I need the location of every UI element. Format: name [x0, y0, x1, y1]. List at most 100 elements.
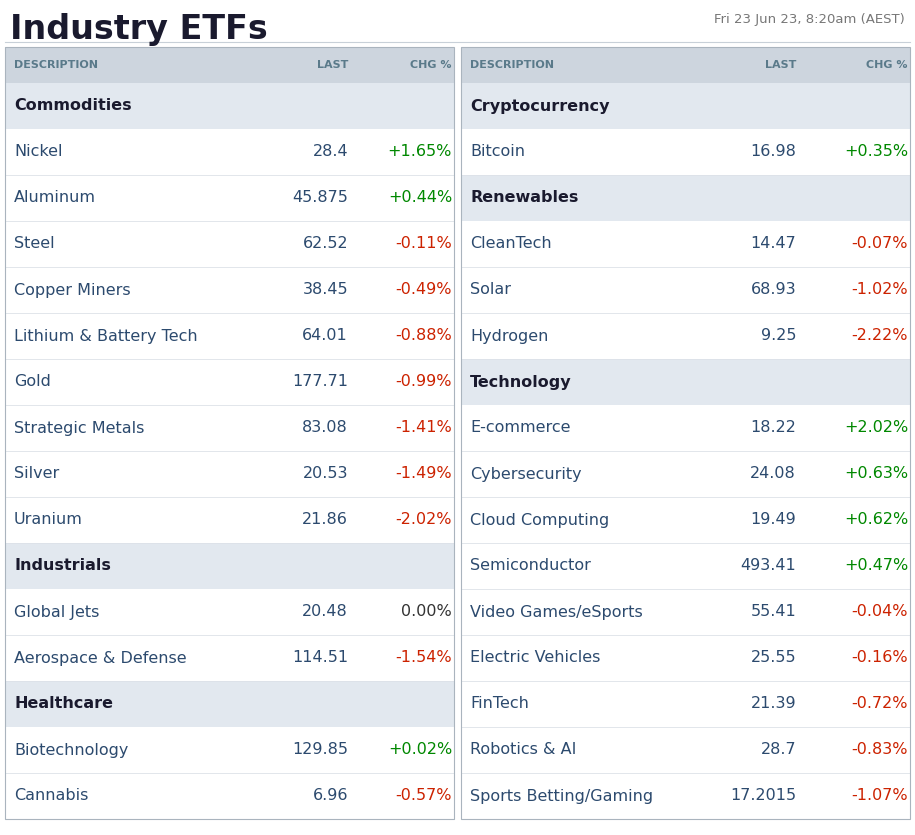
Text: 24.08: 24.08	[750, 467, 796, 482]
Text: 68.93: 68.93	[750, 282, 796, 297]
Text: Sports Betting/Gaming: Sports Betting/Gaming	[470, 788, 653, 803]
Text: -2.22%: -2.22%	[852, 328, 908, 343]
Text: Solar: Solar	[470, 282, 511, 297]
Text: Cybersecurity: Cybersecurity	[470, 467, 582, 482]
Text: -0.99%: -0.99%	[395, 375, 452, 389]
Bar	[461, 47, 910, 819]
Text: Nickel: Nickel	[14, 144, 62, 159]
Bar	[461, 83, 910, 129]
Text: +0.44%: +0.44%	[388, 190, 452, 205]
Bar	[5, 497, 454, 543]
Bar	[461, 451, 910, 497]
Text: -2.02%: -2.02%	[395, 513, 452, 528]
Text: Renewables: Renewables	[470, 190, 578, 205]
Bar	[461, 543, 910, 589]
Text: 14.47: 14.47	[750, 236, 796, 251]
Text: Aluminum: Aluminum	[14, 190, 96, 205]
Text: +2.02%: +2.02%	[844, 421, 908, 436]
Text: 20.48: 20.48	[302, 605, 348, 620]
Text: +0.02%: +0.02%	[388, 742, 452, 757]
Bar	[461, 635, 910, 681]
Text: -1.02%: -1.02%	[851, 282, 908, 297]
Text: 493.41: 493.41	[740, 559, 796, 574]
Text: E-commerce: E-commerce	[470, 421, 570, 436]
Text: 21.39: 21.39	[750, 696, 796, 711]
Bar	[5, 175, 454, 221]
Text: -1.54%: -1.54%	[395, 650, 452, 665]
Text: 19.49: 19.49	[750, 513, 796, 528]
Bar	[5, 451, 454, 497]
Text: Industrials: Industrials	[14, 559, 111, 574]
Text: +0.35%: +0.35%	[844, 144, 908, 159]
Text: Semiconductor: Semiconductor	[470, 559, 591, 574]
Bar	[5, 313, 454, 359]
Text: Strategic Metals: Strategic Metals	[14, 421, 145, 436]
Text: -1.49%: -1.49%	[395, 467, 452, 482]
Text: Technology: Technology	[470, 375, 572, 389]
Bar	[5, 635, 454, 681]
Text: Commodities: Commodities	[14, 99, 132, 114]
Text: 0.00%: 0.00%	[402, 605, 452, 620]
Bar	[5, 221, 454, 267]
Text: 6.96: 6.96	[313, 788, 348, 803]
Text: +0.47%: +0.47%	[844, 559, 908, 574]
Text: CleanTech: CleanTech	[470, 236, 552, 251]
Text: 28.7: 28.7	[760, 742, 796, 757]
Text: CHG %: CHG %	[867, 60, 908, 70]
Text: Copper Miners: Copper Miners	[14, 282, 131, 297]
Text: 20.53: 20.53	[303, 467, 348, 482]
Bar	[5, 589, 454, 635]
Text: 64.01: 64.01	[302, 328, 348, 343]
Bar	[5, 681, 454, 727]
Text: LAST: LAST	[317, 60, 348, 70]
Text: Cryptocurrency: Cryptocurrency	[470, 99, 609, 114]
Text: Cannabis: Cannabis	[14, 788, 89, 803]
Text: Video Games/eSports: Video Games/eSports	[470, 605, 642, 620]
Bar	[461, 359, 910, 405]
Text: 9.25: 9.25	[760, 328, 796, 343]
Text: Steel: Steel	[14, 236, 55, 251]
Text: Industry ETFs: Industry ETFs	[10, 13, 268, 46]
Text: LAST: LAST	[765, 60, 796, 70]
Bar	[5, 83, 454, 129]
Bar	[461, 313, 910, 359]
Text: 17.2015: 17.2015	[730, 788, 796, 803]
Bar	[461, 175, 910, 221]
Text: -0.11%: -0.11%	[395, 236, 452, 251]
Bar	[461, 589, 910, 635]
Bar	[5, 773, 454, 819]
Text: 83.08: 83.08	[302, 421, 348, 436]
Text: -1.07%: -1.07%	[851, 788, 908, 803]
Text: DESCRIPTION: DESCRIPTION	[14, 60, 98, 70]
Bar	[461, 47, 910, 83]
Text: Uranium: Uranium	[14, 513, 83, 528]
Bar	[461, 727, 910, 773]
Text: Bitcoin: Bitcoin	[470, 144, 525, 159]
Bar	[5, 727, 454, 773]
Text: Aerospace & Defense: Aerospace & Defense	[14, 650, 187, 665]
Bar	[5, 405, 454, 451]
Text: 129.85: 129.85	[292, 742, 348, 757]
Bar	[461, 221, 910, 267]
Text: 177.71: 177.71	[292, 375, 348, 389]
Text: -1.41%: -1.41%	[395, 421, 452, 436]
Text: Robotics & AI: Robotics & AI	[470, 742, 576, 757]
Bar	[461, 497, 910, 543]
Text: -0.49%: -0.49%	[395, 282, 452, 297]
Text: 18.22: 18.22	[750, 421, 796, 436]
Bar	[5, 543, 454, 589]
Text: 28.4: 28.4	[312, 144, 348, 159]
Text: -0.07%: -0.07%	[852, 236, 908, 251]
Text: Healthcare: Healthcare	[14, 696, 113, 711]
Text: Electric Vehicles: Electric Vehicles	[470, 650, 600, 665]
Bar	[461, 267, 910, 313]
Bar	[5, 47, 454, 819]
Bar	[461, 129, 910, 175]
Text: Silver: Silver	[14, 467, 59, 482]
Text: Cloud Computing: Cloud Computing	[470, 513, 609, 528]
Text: DESCRIPTION: DESCRIPTION	[470, 60, 554, 70]
Text: 38.45: 38.45	[302, 282, 348, 297]
Bar	[5, 129, 454, 175]
Text: +0.62%: +0.62%	[844, 513, 908, 528]
Text: Biotechnology: Biotechnology	[14, 742, 128, 757]
